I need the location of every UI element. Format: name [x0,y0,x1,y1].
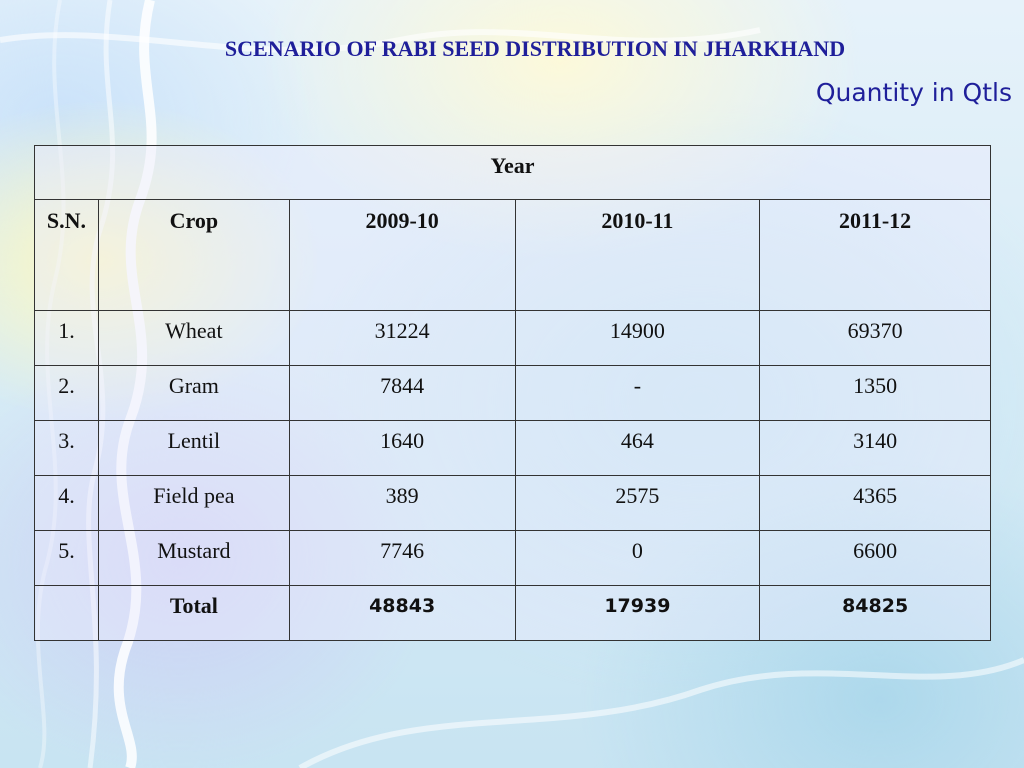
cell-2010-11: 464 [514,420,761,476]
column-header-crop: Crop [97,199,290,311]
column-header-2009-10: 2009-10 [288,199,516,311]
table-row: 5. Mustard 7746 0 6600 [34,530,991,586]
cell-2009-10: 389 [288,475,516,531]
column-header-2010-11: 2010-11 [514,199,761,311]
cell-sn: 4. [34,475,99,531]
cell-2011-12: 69370 [759,310,991,366]
table-total-row: Total 48843 17939 84825 [34,585,991,641]
cell-2011-12: 4365 [759,475,991,531]
cell-2010-11: 14900 [514,310,761,366]
column-header-sn: S.N. [34,199,99,311]
table-row: 3. Lentil 1640 464 3140 [34,420,991,476]
cell-2010-11: 0 [514,530,761,586]
cell-2009-10: 31224 [288,310,516,366]
cell-sn: 5. [34,530,99,586]
table-row: 2. Gram 7844 - 1350 [34,365,991,421]
table-row: 4. Field pea 389 2575 4365 [34,475,991,531]
total-2011-12: 84825 [759,585,991,641]
cell-2009-10: 7844 [288,365,516,421]
year-group-header: Year [34,145,991,200]
cell-2009-10: 1640 [288,420,516,476]
total-label: Total [97,585,290,641]
cell-2010-11: 2575 [514,475,761,531]
cell-2011-12: 3140 [759,420,991,476]
cell-2011-12: 1350 [759,365,991,421]
cell-sn: 2. [34,365,99,421]
cell-2010-11: - [514,365,761,421]
table-row: 1. Wheat 31224 14900 69370 [34,310,991,366]
cell-2009-10: 7746 [288,530,516,586]
cell-crop: Gram [97,365,290,421]
cell-sn: 3. [34,420,99,476]
cell-crop: Lentil [97,420,290,476]
slide-title: SCENARIO OF RABI SEED DISTRIBUTION IN JH… [224,36,846,61]
cell-sn-empty [34,585,99,641]
cell-sn: 1. [34,310,99,366]
total-2009-10: 48843 [288,585,516,641]
seed-distribution-table: Year S.N. Crop 2009-10 2010-11 2011-12 1… [34,145,991,641]
cell-crop: Mustard [97,530,290,586]
cell-crop: Wheat [97,310,290,366]
unit-caption: Quantity in Qtls [815,78,1012,107]
cell-2011-12: 6600 [759,530,991,586]
table-header-row: S.N. Crop 2009-10 2010-11 2011-12 [34,199,991,311]
total-2010-11: 17939 [514,585,761,641]
table-group-header-row: Year [34,145,991,200]
column-header-2011-12: 2011-12 [759,199,991,311]
cell-crop: Field pea [97,475,290,531]
